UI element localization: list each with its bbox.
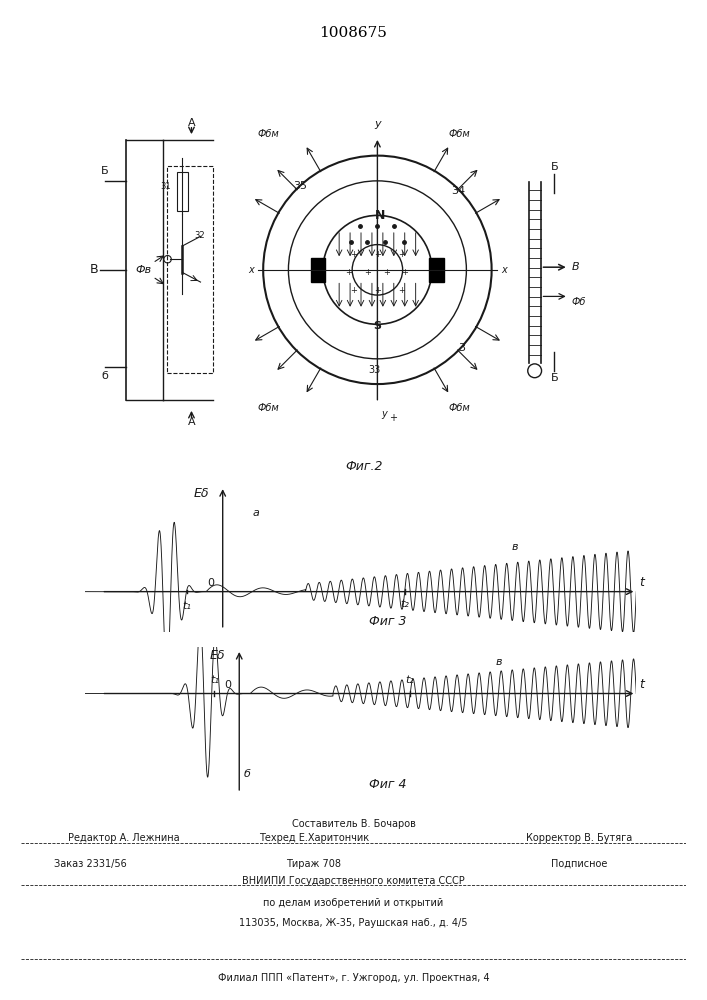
Text: 33: 33 <box>368 365 381 375</box>
Text: Фбм: Фбм <box>257 403 279 413</box>
Text: +: + <box>374 286 381 295</box>
Text: +: + <box>350 250 357 259</box>
Text: Техред Е.Харитончик: Техред Е.Харитончик <box>259 833 368 843</box>
Text: б: б <box>244 769 251 779</box>
Text: 35: 35 <box>293 181 308 191</box>
Text: t₁: t₁ <box>210 675 219 685</box>
Text: +: + <box>389 413 397 423</box>
Text: 113035, Москва, Ж-35, Раушская наб., д. 4/5: 113035, Москва, Ж-35, Раушская наб., д. … <box>239 918 468 928</box>
Text: a: a <box>252 508 259 518</box>
Text: 31: 31 <box>160 182 171 191</box>
Text: Б: Б <box>551 373 558 383</box>
Text: Фбм: Фбм <box>257 129 279 139</box>
Text: y: y <box>374 119 380 129</box>
Text: в: в <box>512 542 518 552</box>
Text: Фв: Фв <box>136 265 152 275</box>
Text: 0: 0 <box>207 578 214 588</box>
Text: Филиал ППП «Патент», г. Ужгород, ул. Проектная, 4: Филиал ППП «Патент», г. Ужгород, ул. Про… <box>218 973 489 983</box>
Text: Еδ: Еδ <box>210 649 226 662</box>
Text: Фб: Фб <box>571 297 585 307</box>
Text: +: + <box>402 268 409 277</box>
Text: 3: 3 <box>458 343 464 353</box>
Text: t₁: t₁ <box>182 601 192 611</box>
Text: Заказ 2331/56: Заказ 2331/56 <box>54 859 127 869</box>
Bar <box>167 166 214 373</box>
Text: S: S <box>373 321 381 331</box>
Text: Подписное: Подписное <box>551 859 607 869</box>
Text: б: б <box>101 371 108 381</box>
Text: в: в <box>495 657 502 667</box>
Bar <box>429 258 444 282</box>
Text: В: В <box>90 263 98 276</box>
Text: 1008675: 1008675 <box>320 26 387 40</box>
Text: A: A <box>187 417 195 427</box>
Bar <box>311 258 325 282</box>
Text: +: + <box>345 268 351 277</box>
Text: +: + <box>374 250 381 259</box>
Text: +: + <box>383 268 390 277</box>
Text: A: A <box>187 118 195 128</box>
Text: Составитель В. Бочаров: Составитель В. Бочаров <box>291 819 416 829</box>
Text: t: t <box>639 678 644 691</box>
Text: N: N <box>375 209 385 222</box>
Text: Б: Б <box>551 162 558 172</box>
Text: Фбм: Фбм <box>449 129 471 139</box>
Text: Фбм: Фбм <box>449 403 471 413</box>
Text: y: y <box>382 409 387 419</box>
Text: +: + <box>364 268 371 277</box>
Text: В: В <box>571 262 579 272</box>
Text: +: + <box>398 286 404 295</box>
Text: Еδ: Еδ <box>194 487 209 500</box>
Text: Редактор А. Лежнина: Редактор А. Лежнина <box>68 833 180 843</box>
Text: t₂: t₂ <box>400 599 409 609</box>
Bar <box>177 172 188 211</box>
Text: 34: 34 <box>451 186 465 196</box>
Text: +: + <box>350 286 357 295</box>
Text: Тираж 708: Тираж 708 <box>286 859 341 869</box>
Text: t₂: t₂ <box>406 675 414 685</box>
Text: Фиг 3: Фиг 3 <box>369 615 407 628</box>
Text: 32: 32 <box>194 231 205 240</box>
Text: Фиг 4: Фиг 4 <box>369 778 407 791</box>
Text: Б: Б <box>101 165 109 176</box>
Text: x: x <box>248 265 254 275</box>
Text: +: + <box>398 250 404 259</box>
Text: x: x <box>501 265 507 275</box>
Text: 0: 0 <box>224 680 231 690</box>
Text: Корректор В. Бутяга: Корректор В. Бутяга <box>526 833 633 843</box>
Text: Фиг.2: Фиг.2 <box>346 460 383 473</box>
Text: ВНИИПИ Государственного комитета СССР: ВНИИПИ Государственного комитета СССР <box>242 876 465 886</box>
Text: t: t <box>639 576 644 589</box>
Text: по делам изобретений и открытий: по делам изобретений и открытий <box>264 898 443 908</box>
